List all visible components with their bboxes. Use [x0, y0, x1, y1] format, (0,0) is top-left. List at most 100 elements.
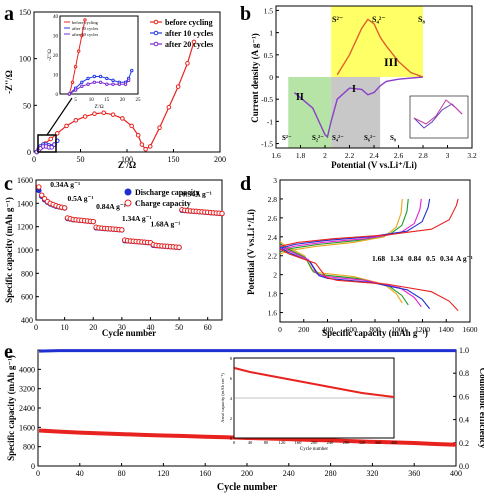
chart_data.2-ytick-label: 1600: [17, 176, 33, 185]
x-axis-label: Z'/Ω: [118, 160, 136, 170]
cv-annotation: S₄²⁻: [332, 134, 344, 142]
chart_data.4-ytick-label: 800: [23, 443, 35, 452]
areal-capacity-line: [234, 367, 395, 398]
region-ii: [288, 77, 332, 148]
inset-point-0: [70, 80, 75, 85]
charge-curve-2: [279, 198, 422, 251]
chart_data.4-xtick-label: 40: [76, 469, 84, 478]
cv-annotation: S₈: [390, 134, 396, 142]
inset-point-2: [92, 80, 97, 85]
chart_data.4-ytick-label: 2400: [19, 404, 35, 413]
legend-label: 0.84: [408, 254, 421, 263]
chart_data.2-xtick-label: 10: [61, 323, 69, 332]
nyquist-point-0: [64, 123, 69, 129]
chart_data.1-xtick-label: 3.2: [467, 151, 477, 160]
rate-label: 1.34A g⁻¹: [122, 214, 152, 223]
nyquist-point-0: [110, 112, 116, 117]
charge-curve-3: [279, 198, 431, 249]
inset-point-1: [92, 74, 97, 79]
cv-annotation: III: [384, 55, 398, 69]
chart_data.3-ytick-label: 3: [273, 176, 277, 185]
legend-label: after 10 cycles: [165, 29, 213, 38]
inset-ytick-label: 0: [56, 93, 59, 98]
legend-marker: [153, 30, 159, 36]
x-axis-label: Specific capacity (mAh g⁻¹): [322, 328, 428, 338]
y-axis-label: Specific capacity (mAh g⁻¹): [6, 355, 16, 461]
chart_data.4-xtick-label: 80: [118, 469, 126, 478]
chart_data.1-ytick-label: 1: [269, 29, 273, 38]
discharge-curve-0: [279, 241, 403, 304]
inset-legend-label: after 10 cycles: [72, 26, 98, 31]
chart_data.1-xtick-label: 1.8: [296, 151, 306, 160]
inset-line-0: [68, 19, 86, 95]
legend-marker: [153, 41, 159, 47]
panel-label-c: c: [4, 173, 13, 195]
inset-point-1: [111, 78, 115, 83]
chart_data.3-frame: [279, 179, 471, 323]
inset-xtick-label: 200: [311, 440, 319, 445]
inset-cv-frame: [409, 95, 469, 139]
legend-label: A g⁻¹: [456, 254, 473, 263]
inset-point-2: [126, 78, 131, 83]
y-axis-label: Potential (V vs.Li⁺/Li): [246, 209, 256, 295]
cv-annotation: S²⁻: [282, 134, 292, 142]
chart_data.3-xtick-label: 0: [278, 325, 282, 334]
chart_data.4-xtick-label: 280: [325, 469, 337, 478]
inset-point-2: [98, 80, 103, 85]
chart_data.1-ytick-label: 1.5: [264, 6, 274, 15]
chart_data.1-xtick-label: 2.6: [394, 151, 404, 160]
region-iii: [331, 6, 423, 77]
inset-legend-label: before cycling: [72, 20, 99, 25]
inset-point-2: [117, 82, 121, 86]
cv-annotation: S₂²⁻: [312, 134, 324, 142]
chart_data.4-xtick-label: 200: [241, 469, 253, 478]
y2-axis-label: Coulombic efficiency: [478, 368, 484, 449]
inset-ytick-label: 2: [230, 416, 232, 421]
chart_data.0-xtick-label: 50: [77, 155, 85, 164]
inset-ytick-label: 4: [230, 396, 233, 401]
inset-point-2: [105, 82, 109, 86]
legend-label: Charge capacity: [135, 199, 191, 208]
panel-d: 0 200 400 600 800 1000 1200 1400 1600 1.6 1.8 2 2.2 2…: [246, 176, 478, 338]
chart_data.3-xtick-label: 600: [346, 325, 358, 334]
y2-tick-label: 0.0: [459, 462, 469, 471]
charge-curve-4: [279, 198, 459, 247]
nyquist-point-0: [73, 117, 79, 123]
nyquist-point-0: [185, 61, 190, 66]
chart_data.2-ytick-label: 800: [21, 269, 33, 278]
chart_data.0-xtick-label: 100: [121, 155, 133, 164]
chart_data.4-xtick-label: 240: [283, 469, 295, 478]
chart_data.3-xtick-label: 1000: [391, 325, 406, 334]
chart_data.0-xtick-label: 150: [168, 155, 180, 164]
chart_data.0-ytick-label: 0: [27, 148, 31, 157]
cv-annotation: S₄²⁻: [372, 15, 385, 24]
x-axis-label: Potential (V vs.Li⁺/Li): [331, 160, 417, 170]
nyquist-point-0: [54, 131, 60, 136]
nyquist-point-0: [166, 104, 172, 110]
legend-label: 0.5: [426, 254, 436, 263]
nyquist-point-2: [49, 145, 54, 150]
cv-annotation: I: [352, 84, 356, 95]
chart_data.4-ytick-label: 3200: [19, 385, 35, 394]
nyquist-point-0: [157, 125, 162, 131]
inset-point-1: [86, 76, 90, 81]
cv-annotation: S₆²⁻: [364, 134, 376, 142]
inset-point-0: [83, 18, 87, 22]
chart_data.3-xtick-label: 200: [298, 325, 310, 334]
rate-label: 0.5A g⁻¹: [67, 194, 93, 203]
charge-point: [219, 210, 225, 217]
nyquist-point-0: [175, 84, 181, 89]
inset-ytick-label: 6: [230, 376, 233, 381]
inset-xtick-label: 5: [74, 98, 77, 103]
x-axis-label: Cycle number: [102, 328, 156, 338]
chart_data.0-ytick-label: 50: [23, 101, 31, 110]
inset-xtick-label: 280: [343, 440, 351, 445]
chart_data.3-xtick-label: 1400: [439, 325, 454, 334]
inset-legend-label: after 20 cycles: [72, 32, 98, 37]
nyquist-point-0: [191, 39, 197, 45]
panel-label-a: a: [4, 3, 14, 25]
cv-annotation: S²⁻: [332, 15, 343, 24]
y2-tick-label: 0.2: [459, 439, 469, 448]
chart_data.3-xtick-label: 1600: [463, 325, 478, 334]
charge-point: [90, 218, 96, 225]
